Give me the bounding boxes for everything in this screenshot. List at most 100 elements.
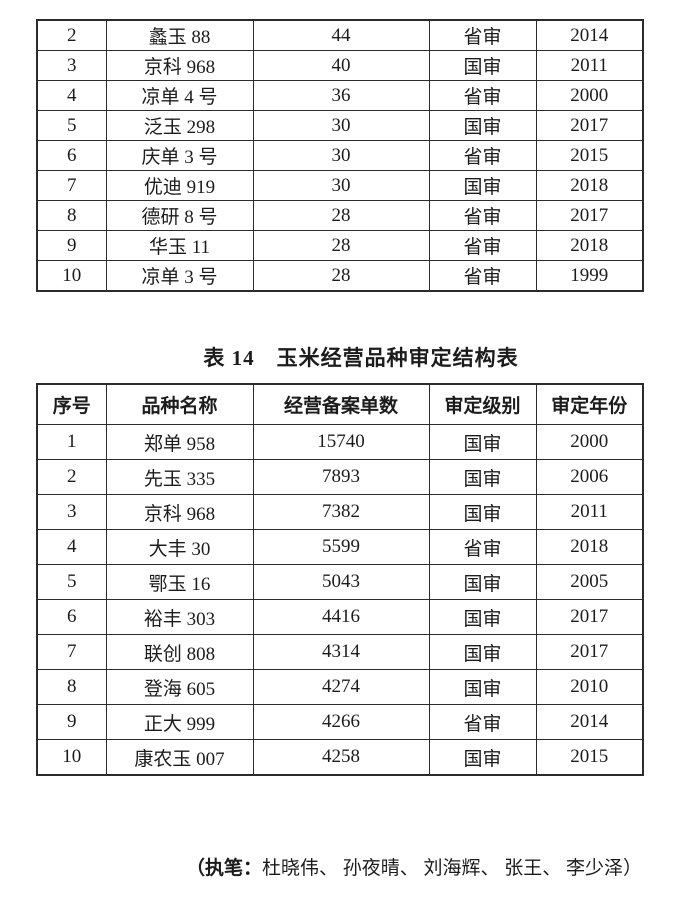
cell-cert-level: 省审: [428, 230, 537, 261]
cell-count: 4258: [252, 739, 430, 776]
cell-cert-year: 2017: [535, 634, 644, 670]
cell-cert-year: 2000: [535, 424, 644, 460]
cell-cert-year: 2006: [535, 459, 644, 495]
table-header: 序号 品种名称 经营备案单数 审定级别 审定年份: [36, 383, 644, 425]
cell-variety: 华玉 11: [105, 230, 254, 261]
table-row: 3 京科 968 7382 国审 2011: [36, 494, 644, 530]
cell-cert-level: 省审: [428, 200, 537, 231]
cell-variety: 鄂玉 16: [105, 564, 254, 600]
cell-cert-level: 国审: [428, 599, 537, 635]
cell-variety: 登海 605: [105, 669, 254, 705]
cell-cert-year: 2011: [535, 50, 644, 81]
cell-variety: 正大 999: [105, 704, 254, 740]
cell-cert-year: 2000: [535, 80, 644, 111]
table-title: 表 14 玉米经营品种审定结构表: [0, 344, 680, 372]
cell-cert-level: 国审: [428, 110, 537, 141]
cell-variety: 裕丰 303: [105, 599, 254, 635]
cell-index: 6: [36, 599, 107, 635]
cell-count: 4266: [252, 704, 430, 740]
cell-variety: 京科 968: [105, 50, 254, 81]
header-index: 序号: [36, 383, 107, 425]
cell-cert-year: 2018: [535, 230, 644, 261]
cell-index: 3: [36, 50, 107, 81]
variety-certification-table: 序号 品种名称 经营备案单数 审定级别 审定年份 1 郑单 958 15740 …: [36, 383, 644, 776]
cell-index: 2: [36, 19, 107, 51]
cell-variety: 大丰 30: [105, 529, 254, 565]
cell-count: 28: [252, 200, 430, 231]
cell-variety: 德研 8 号: [105, 200, 254, 231]
cell-index: 8: [36, 669, 107, 705]
cell-cert-level: 省审: [428, 529, 537, 565]
cell-count: 5043: [252, 564, 430, 600]
cell-count: 44: [252, 19, 430, 51]
cell-count: 4274: [252, 669, 430, 705]
cell-cert-year: 2017: [535, 599, 644, 635]
cell-cert-level: 国审: [428, 459, 537, 495]
cell-variety: 泛玉 298: [105, 110, 254, 141]
cell-cert-level: 国审: [428, 564, 537, 600]
cell-count: 30: [252, 170, 430, 201]
cell-cert-level: 国审: [428, 634, 537, 670]
cell-cert-level: 国审: [428, 170, 537, 201]
cell-count: 5599: [252, 529, 430, 565]
cell-cert-year: 2018: [535, 529, 644, 565]
cell-cert-level: 国审: [428, 50, 537, 81]
cell-variety: 先玉 335: [105, 459, 254, 495]
cell-index: 3: [36, 494, 107, 530]
cell-index: 4: [36, 529, 107, 565]
cell-count: 30: [252, 110, 430, 141]
cell-cert-level: 省审: [428, 260, 537, 292]
table-row: 9 正大 999 4266 省审 2014: [36, 704, 644, 740]
cell-variety: 联创 808: [105, 634, 254, 670]
cell-cert-year: 2015: [535, 140, 644, 171]
cell-cert-level: 省审: [428, 19, 537, 51]
authors-note-names: 杜晓伟、 孙夜晴、 刘海辉、 张王、 李少泽）: [261, 858, 642, 879]
cell-cert-year: 2017: [535, 110, 644, 141]
table-row: 4 大丰 30 5599 省审 2018: [36, 529, 644, 565]
cell-index: 9: [36, 704, 107, 740]
cell-count: 30: [252, 140, 430, 171]
table-row: 3 京科 968 40 国审 2011: [36, 50, 644, 81]
cell-cert-year: 2010: [535, 669, 644, 705]
cell-index: 2: [36, 459, 107, 495]
table-row: 2 先玉 335 7893 国审 2006: [36, 459, 644, 495]
cell-cert-year: 2015: [535, 739, 644, 776]
cell-index: 10: [36, 260, 107, 292]
cell-count: 4416: [252, 599, 430, 635]
cell-variety: 凉单 4 号: [105, 80, 254, 111]
cell-count: 4314: [252, 634, 430, 670]
header-cert-level: 审定级别: [428, 383, 537, 425]
table-body: 1 郑单 958 15740 国审 2000 2 先玉 335 7893 国审 …: [36, 424, 644, 776]
cell-variety: 京科 968: [105, 494, 254, 530]
cell-count: 7382: [252, 494, 430, 530]
cell-count: 28: [252, 260, 430, 292]
authors-note-label: （执笔：: [185, 858, 262, 879]
table-title-text: 表 14 玉米经营品种审定结构表: [203, 346, 519, 370]
cell-variety: 蠡玉 88: [105, 19, 254, 51]
cell-index: 5: [36, 110, 107, 141]
authors-note: （执笔：杜晓伟、 孙夜晴、 刘海辉、 张王、 李少泽）: [186, 856, 642, 881]
table-row: 10 康农玉 007 4258 国审 2015: [36, 739, 644, 776]
cell-count: 15740: [252, 424, 430, 460]
cell-index: 5: [36, 564, 107, 600]
cell-variety: 郑单 958: [105, 424, 254, 460]
table-row: 10 凉单 3 号 28 省审 1999: [36, 260, 644, 292]
header-variety: 品种名称: [105, 383, 254, 425]
header-count: 经营备案单数: [252, 383, 430, 425]
cell-variety: 凉单 3 号: [105, 260, 254, 292]
cell-cert-year: 1999: [535, 260, 644, 292]
cell-cert-level: 国审: [428, 739, 537, 776]
cell-cert-year: 2011: [535, 494, 644, 530]
cell-index: 9: [36, 230, 107, 261]
table-row: 2 蠡玉 88 44 省审 2014: [36, 19, 644, 51]
table-row: 5 泛玉 298 30 国审 2017: [36, 110, 644, 141]
cell-cert-level: 省审: [428, 80, 537, 111]
cell-index: 4: [36, 80, 107, 111]
cell-cert-level: 省审: [428, 140, 537, 171]
table-row: 6 裕丰 303 4416 国审 2017: [36, 599, 644, 635]
cell-index: 10: [36, 739, 107, 776]
table-row: 6 庆单 3 号 30 省审 2015: [36, 140, 644, 171]
cell-index: 1: [36, 424, 107, 460]
header-cert-year: 审定年份: [535, 383, 644, 425]
